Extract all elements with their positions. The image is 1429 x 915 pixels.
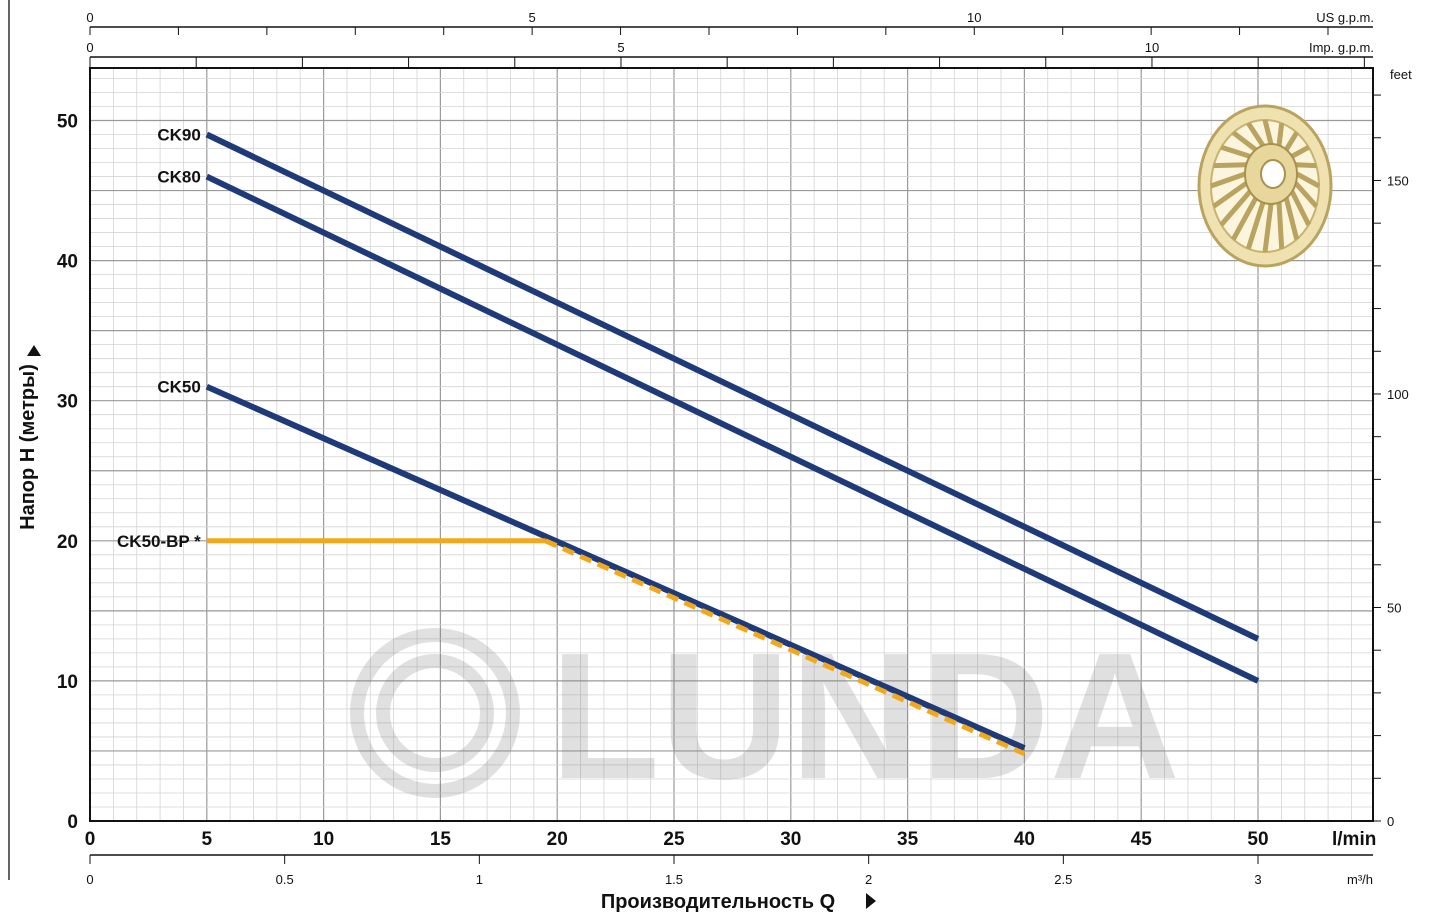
x-tick-label: 15 [430, 829, 452, 850]
series: CK90 CK80 CK50 CK50-BP * [117, 126, 1260, 757]
m3h-tick-label: 2 [865, 872, 872, 887]
impeller-image [1197, 104, 1333, 268]
x-tick-label: 45 [1131, 829, 1153, 850]
impeller-vane [1262, 203, 1274, 253]
us-gpm-label: US g.p.m. [1316, 10, 1374, 25]
feet-tick-label: 150 [1387, 173, 1409, 188]
impeller-vane [1262, 119, 1274, 145]
series-label: CK50 [157, 378, 200, 397]
impeller-vane [1245, 201, 1266, 250]
impeller-vane [1276, 122, 1285, 146]
impeller-vane [1246, 121, 1266, 147]
series-line-ck50-bp-dashed [544, 538, 1026, 757]
m3h-label: m³/h [1347, 872, 1373, 887]
impeller-vane [1295, 162, 1317, 169]
x-tick-label: 0 [85, 829, 96, 850]
imp-gpm-tick-label: 10 [1145, 40, 1159, 55]
impeller-vane [1290, 145, 1310, 159]
x-axis-title: Производительность Q [601, 891, 835, 913]
y-axis-title: Напор H (метры) [17, 364, 39, 530]
impeller-vane [1293, 181, 1319, 209]
m3h-tick-label: 0 [86, 872, 93, 887]
y-tick-label: 40 [57, 252, 78, 273]
m3h-tick-label: 1.5 [665, 872, 683, 887]
us-gpm-tick-label: 5 [529, 10, 536, 25]
y-tick-label: 30 [57, 392, 78, 413]
impeller-vane [1295, 171, 1321, 189]
us-gpm-tick-label: 0 [86, 10, 93, 25]
x-tick-label: 50 [1247, 829, 1268, 850]
impeller-vane [1212, 181, 1248, 209]
x-tick-label: 20 [547, 829, 568, 850]
m3h-tick-label: 2.5 [1054, 872, 1072, 887]
impeller-vane [1276, 202, 1285, 249]
imp-gpm-tick-label: 0 [86, 40, 93, 55]
series-line-ck50 [205, 383, 1026, 751]
feet-label: feet [1390, 67, 1412, 82]
feet-tick-label: 100 [1387, 387, 1409, 402]
impeller-vane [1219, 189, 1252, 227]
series-line-ck90 [205, 131, 1260, 642]
plot-frame [89, 67, 1374, 822]
series-label: CK90 [157, 126, 200, 145]
x-tick-label: 10 [313, 829, 334, 850]
watermark-text: LUNDA [550, 616, 1180, 817]
x-tick-label: 35 [897, 829, 919, 850]
m3h-tick-label: 1 [476, 872, 483, 887]
y-axis-title-text: Напор H (метры) [17, 364, 39, 530]
x-tick-label: 40 [1014, 829, 1035, 850]
x-tick-label: 25 [663, 829, 685, 850]
m3h-tick-label: 3 [1254, 872, 1261, 887]
x-tick-label: 30 [780, 829, 801, 850]
lunda-watermark: LUNDA [350, 616, 1180, 817]
y-tick-label: 20 [57, 532, 78, 553]
x-axis-arrow-icon [866, 893, 876, 909]
impeller-vane [1231, 197, 1258, 241]
y-tick-label: 10 [57, 672, 78, 693]
impeller-vane [1284, 131, 1299, 152]
series-label: CK80 [157, 168, 200, 187]
us-gpm-tick-label: 10 [967, 10, 981, 25]
series-label: CK50-BP * [117, 532, 201, 551]
x-unit-label: l/min [1332, 829, 1376, 850]
imp-gpm-label: Imp. g.p.m. [1309, 40, 1374, 55]
y-axis-arrow-icon [27, 345, 41, 356]
y-tick-label: 0 [67, 812, 78, 833]
impeller-vane [1220, 144, 1251, 159]
impeller-vane [1210, 171, 1246, 189]
impeller-vane [1289, 190, 1311, 226]
feet-tick-label: 50 [1387, 600, 1401, 615]
impeller-vane [1213, 162, 1247, 169]
y-tick-label: 50 [57, 112, 78, 133]
impeller-vane [1283, 197, 1300, 241]
x-tick-label: 5 [202, 829, 213, 850]
impeller-vane [1231, 130, 1258, 152]
series-line-ck80 [205, 173, 1260, 684]
m3h-tick-label: 0.5 [276, 872, 294, 887]
feet-tick-label: 0 [1387, 814, 1394, 829]
imp-gpm-tick-label: 5 [617, 40, 624, 55]
